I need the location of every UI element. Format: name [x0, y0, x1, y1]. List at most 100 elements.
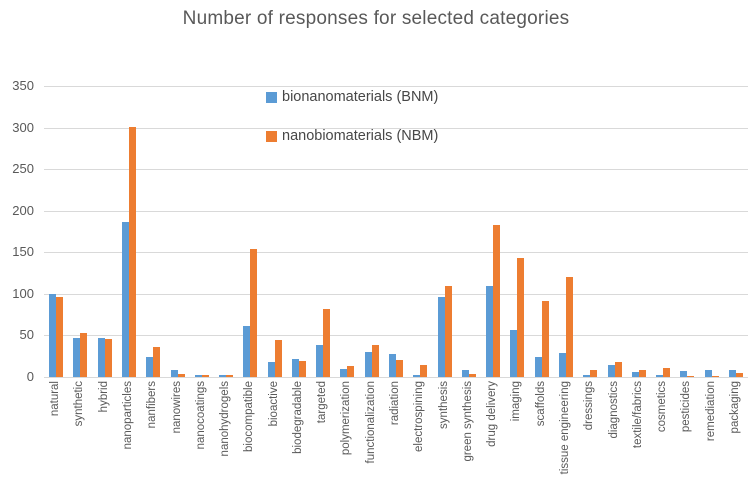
- legend-item-bnm: bionanomaterials (BNM): [266, 89, 439, 105]
- bar-nbm-diagnostics: [614, 362, 622, 377]
- x-axis-label-nanowires: nanowires: [170, 381, 183, 434]
- bar-nbm-functionalization: [371, 345, 379, 377]
- bar-bnm-bioactive: [267, 362, 275, 377]
- x-axis-label-hybrid: hybrid: [97, 381, 110, 413]
- bar-nbm-remediation: [711, 376, 719, 377]
- x-axis-label-green-synthesis: green synthesis: [461, 381, 474, 462]
- bar-bnm-pesticides: [680, 371, 688, 377]
- bar-nbm-biodegradable: [298, 361, 306, 377]
- y-axis-tick-0: 0: [26, 369, 34, 384]
- bar-bnm-biodegradable: [291, 358, 299, 377]
- bar-bnm-imaging: [510, 330, 518, 377]
- x-axis-label-tissue-engineering: tissue engineering: [558, 381, 571, 475]
- bar-nbm-cosmetics: [663, 367, 670, 377]
- gridline-250: [44, 169, 748, 171]
- bar-bnm-hybrid: [97, 337, 105, 377]
- bar-bnm-nanocoatings: [194, 374, 202, 377]
- y-axis-tick-50: 50: [19, 327, 34, 343]
- bar-nbm-green-synthesis: [468, 373, 476, 377]
- x-axis-label-biocompatible: biocompatible: [243, 381, 256, 452]
- bar-nbm-drug-delivery: [493, 224, 501, 377]
- bar-bnm-textile-fabrics: [631, 372, 639, 377]
- x-axis-label-cosmetics: cosmetics: [656, 381, 668, 433]
- bar-bnm-functionalization: [364, 352, 372, 377]
- x-axis-label-dressings: dressings: [583, 381, 596, 431]
- y-axis-tick-300: 300: [12, 119, 34, 135]
- x-axis-label-electrospining: electrospining: [413, 381, 426, 452]
- bar-nbm-synthesis: [444, 286, 452, 377]
- x-axis-label-biodegradable: biodegradable: [291, 381, 304, 454]
- x-axis-label-polymerization: polymerization: [340, 381, 353, 456]
- x-axis-label-nanocoatings: nanocoatings: [194, 381, 207, 450]
- y-axis-tick-150: 150: [12, 244, 34, 260]
- gridline-300: [44, 127, 748, 129]
- legend-label-bnm: bionanomaterials (BNM): [282, 89, 439, 105]
- bar-bnm-tissue-engineering: [558, 352, 566, 377]
- x-axis-label-bioactive: bioactive: [267, 381, 280, 427]
- gridline-50: [44, 335, 748, 337]
- x-axis-label-synthesis: synthesis: [437, 381, 450, 429]
- bar-nbm-imaging: [517, 258, 525, 377]
- bar-nbm-packaging: [735, 372, 743, 377]
- bar-bnm-nanfibers: [146, 357, 154, 377]
- y-axis-tick-350: 350: [12, 78, 34, 93]
- bar-nbm-pesticides: [687, 376, 695, 377]
- bar-bnm-nanohydrogels: [219, 374, 227, 377]
- x-axis-label-targeted: targeted: [316, 381, 329, 424]
- gridline-350: [44, 86, 748, 87]
- bar-bnm-synthetic: [73, 337, 81, 377]
- bar-nbm-nanocoatings: [201, 375, 209, 377]
- bar-nbm-nanoparticles: [129, 126, 136, 377]
- x-axis-label-synthetic: synthetic: [73, 381, 86, 427]
- bar-bnm-scaffolds: [534, 357, 542, 377]
- bar-bnm-dressings: [583, 374, 591, 377]
- bar-nbm-hybrid: [104, 338, 112, 377]
- x-axis-label-diagnostics: diagnostics: [607, 381, 620, 439]
- bar-nbm-nanohydrogels: [226, 375, 234, 377]
- x-axis-label-natural: natural: [49, 381, 62, 417]
- chart-title: Number of responses for selected categor…: [182, 8, 570, 29]
- bar-nbm-nanowires: [177, 373, 185, 377]
- x-axis-label-pesticides: pesticides: [680, 381, 693, 433]
- x-axis-label-nanfibers: nanfibers: [146, 381, 159, 429]
- bar-bnm-polymerization: [340, 368, 348, 377]
- bar-nbm-synthetic: [80, 332, 88, 377]
- bar-bnm-targeted: [316, 345, 324, 377]
- bar-bnm-packaging: [728, 370, 736, 377]
- x-axis-label-radiation: radiation: [389, 381, 401, 426]
- bar-bnm-cosmetics: [656, 374, 663, 377]
- bar-nbm-tissue-engineering: [565, 277, 573, 377]
- bar-bnm-diagnostics: [607, 365, 615, 377]
- x-axis-label-scaffolds: scaffolds: [534, 381, 547, 427]
- gridline-0: [44, 377, 748, 378]
- legend-swatch-nbm-icon: [266, 130, 277, 142]
- bar-bnm-biocompatible: [243, 325, 251, 377]
- x-axis-label-imaging: imaging: [510, 381, 523, 422]
- x-axis-label-textile-fabrics: textile/fabrics: [631, 381, 644, 449]
- gridline-150: [44, 252, 748, 254]
- legend-swatch-bnm-icon: [266, 91, 277, 103]
- bar-nbm-biocompatible: [250, 249, 258, 377]
- bar-nbm-textile-fabrics: [638, 370, 646, 377]
- bar-nbm-bioactive: [274, 339, 282, 377]
- bar-bnm-natural: [49, 293, 57, 377]
- bar-nbm-targeted: [323, 308, 331, 377]
- x-axis-label-packaging: packaging: [728, 381, 741, 434]
- x-axis-label-functionalization: functionalization: [364, 381, 377, 464]
- bar-bnm-green-synthesis: [461, 370, 469, 377]
- y-axis-tick-200: 200: [12, 202, 34, 218]
- bar-bnm-remediation: [704, 370, 712, 377]
- gridline-200: [44, 210, 748, 212]
- x-axis-label-remediation: remediation: [704, 381, 717, 442]
- bar-nbm-nanfibers: [153, 347, 161, 377]
- bar-bnm-electrospining: [413, 374, 421, 377]
- bar-bnm-synthesis: [437, 297, 445, 377]
- legend: bionanomaterials (BNM) nanobiomaterials …: [266, 89, 439, 168]
- y-axis-tick-100: 100: [12, 285, 34, 301]
- legend-label-nbm: nanobiomaterials (NBM): [282, 128, 439, 144]
- bar-bnm-nanowires: [170, 369, 178, 377]
- gridline-100: [44, 293, 748, 295]
- bar-nbm-dressings: [590, 370, 598, 377]
- legend-item-nbm: nanobiomaterials (NBM): [266, 128, 439, 144]
